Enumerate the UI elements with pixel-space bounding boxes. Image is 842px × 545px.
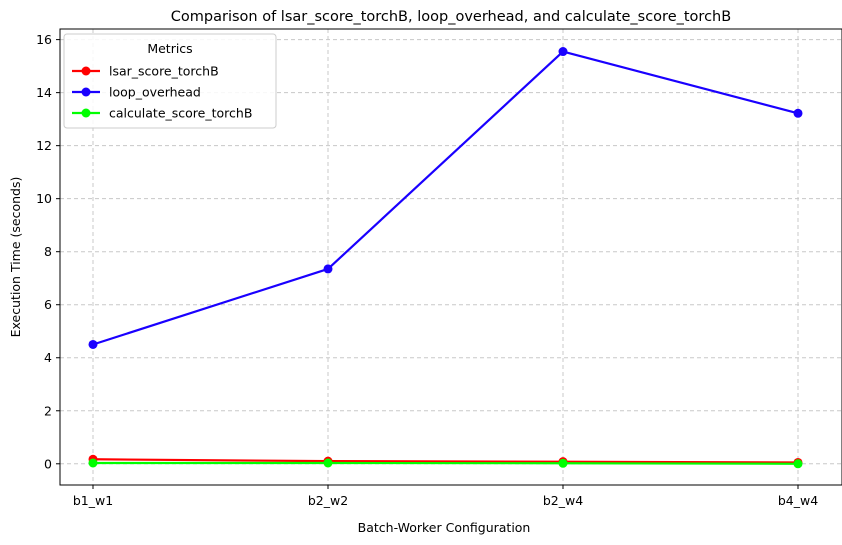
series-lsar_score_torchB	[88, 454, 803, 467]
series-layer	[88, 47, 803, 469]
data-point	[793, 459, 803, 469]
y-tick-label: 16	[36, 32, 52, 47]
legend-entry: loop_overhead	[72, 85, 201, 100]
x-axis: b1_w1 b2_w2 b2_w4 b4_w4	[73, 485, 818, 508]
legend-label: calculate_score_torchB	[109, 106, 252, 121]
y-tick-label: 14	[36, 85, 52, 100]
legend-label: loop_overhead	[109, 85, 201, 100]
legend-entry: lsar_score_torchB	[72, 64, 219, 79]
legend-marker	[81, 87, 91, 97]
y-tick-label: 12	[36, 138, 52, 153]
legend-marker	[81, 108, 91, 118]
y-axis-label: Execution Time (seconds)	[8, 177, 23, 338]
y-tick-label: 6	[44, 297, 52, 312]
x-tick-label: b1_w1	[73, 493, 113, 508]
series-loop_overhead	[88, 47, 803, 349]
y-tick-label: 10	[36, 191, 52, 206]
legend-title: Metrics	[147, 41, 192, 56]
x-tick-label: b4_w4	[778, 493, 818, 508]
data-point	[323, 458, 333, 468]
series-line	[93, 461, 799, 465]
x-tick-label: b2_w2	[308, 493, 348, 508]
series-line	[92, 458, 799, 464]
plot-frame	[59, 28, 842, 486]
y-tick-label: 8	[44, 244, 52, 259]
data-point	[558, 458, 568, 468]
y-tick-label: 0	[44, 456, 52, 471]
legend-entry: calculate_score_torchB	[72, 106, 252, 121]
data-point	[88, 458, 98, 468]
x-axis-label: Batch-Worker Configuration	[358, 520, 531, 535]
chart-title: Comparison of lsar_score_torchB, loop_ov…	[171, 9, 731, 25]
legend-marker	[81, 66, 91, 76]
legend-box	[63, 33, 277, 129]
data-point	[88, 339, 98, 349]
grid	[60, 29, 842, 485]
y-axis: 0 2 4 6 8 10 12 14 16	[36, 32, 60, 471]
legend: Metrics lsar_score_torchB loop_overheadcal…	[63, 33, 277, 129]
legend-label: lsar_score_torchB	[109, 64, 219, 79]
series-line	[92, 50, 799, 346]
data-point	[558, 47, 568, 57]
data-point	[323, 264, 333, 274]
y-tick-label: 2	[44, 403, 52, 418]
series-calculate_score_torchB	[88, 458, 803, 469]
x-tick-label: b2_w4	[543, 493, 583, 508]
y-tick-label: 4	[44, 350, 52, 365]
data-point	[793, 108, 803, 118]
